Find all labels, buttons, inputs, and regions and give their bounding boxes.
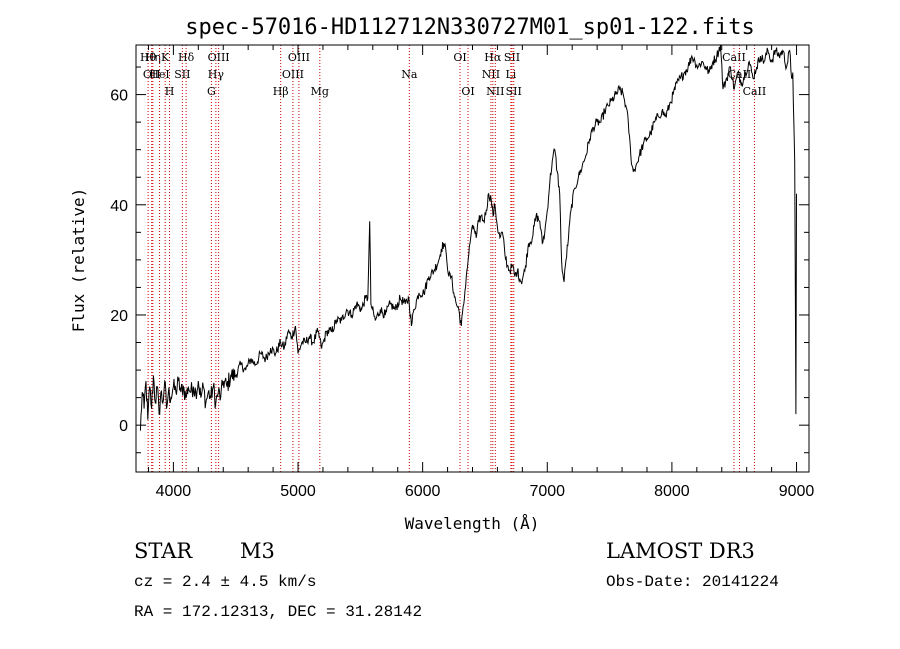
y-tick-label: 20 <box>110 308 128 325</box>
marker-label: CaII <box>722 51 746 64</box>
marker-label: OIII <box>282 68 304 81</box>
coordinates: RA = 172.12313, DEC = 31.28142 <box>134 603 423 621</box>
marker-label: Hγ <box>208 68 225 81</box>
object-class: STAR <box>134 539 193 563</box>
marker-label: NII <box>486 85 504 98</box>
marker-label: OII <box>143 68 161 81</box>
marker-label: SII <box>504 51 520 64</box>
marker-label: Na <box>401 68 418 81</box>
marker-label: H <box>165 85 175 98</box>
survey-name: LAMOST DR3 <box>606 539 755 563</box>
marker-label: Hα <box>484 51 502 64</box>
spectrum-line-layer <box>139 44 797 431</box>
x-axis-label: Wavelength (Å) <box>405 514 540 533</box>
marker-label: SII <box>506 85 522 98</box>
axis-ticks: 4000 5000 6000 7000 8000 9000 0 20 40 60 <box>110 45 814 500</box>
x-tick-label: 5000 <box>280 483 316 500</box>
marker-label: Hδ <box>178 51 195 64</box>
marker-label: OI <box>461 85 474 98</box>
marker-label: OI <box>453 51 466 64</box>
x-tick-label: 8000 <box>654 483 690 500</box>
chart-title: spec-57016-HD112712N330727M01_sp01-122.f… <box>185 15 755 40</box>
marker-label: OIII <box>288 51 310 64</box>
y-axis-label: Flux (relative) <box>69 188 88 333</box>
y-tick-label: 60 <box>110 88 128 105</box>
observation-date: Obs-Date: 20141224 <box>606 573 779 591</box>
marker-label: Li <box>505 68 516 81</box>
y-tick-label: 0 <box>119 418 128 435</box>
x-tick-label: 7000 <box>529 483 565 500</box>
line-markers: HθHηOIIHeIKHSIIHδGHγOIIIHβOIIIOIIIMgNaOI… <box>140 45 766 472</box>
marker-label: NII <box>482 68 500 81</box>
x-tick-label: 9000 <box>779 483 815 500</box>
marker-label: Hβ <box>273 85 289 98</box>
x-tick-label: 6000 <box>405 483 441 500</box>
marker-label: G <box>207 85 216 98</box>
marker-label: CaII <box>743 85 767 98</box>
marker-label: Mg <box>311 85 329 98</box>
x-tick-label: 4000 <box>156 483 192 500</box>
object-subclass: M3 <box>240 539 275 563</box>
y-tick-label: 40 <box>110 198 128 215</box>
spectrum-series <box>139 44 797 431</box>
plot-frame <box>135 44 810 473</box>
marker-label: Hη <box>145 51 161 64</box>
redshift-cz: cz = 2.4 ± 4.5 km/s <box>134 573 317 591</box>
marker-label: K <box>161 51 170 64</box>
marker-label: OIII <box>208 51 230 64</box>
marker-label: SII <box>174 68 190 81</box>
marker-label: HeI <box>149 68 169 81</box>
